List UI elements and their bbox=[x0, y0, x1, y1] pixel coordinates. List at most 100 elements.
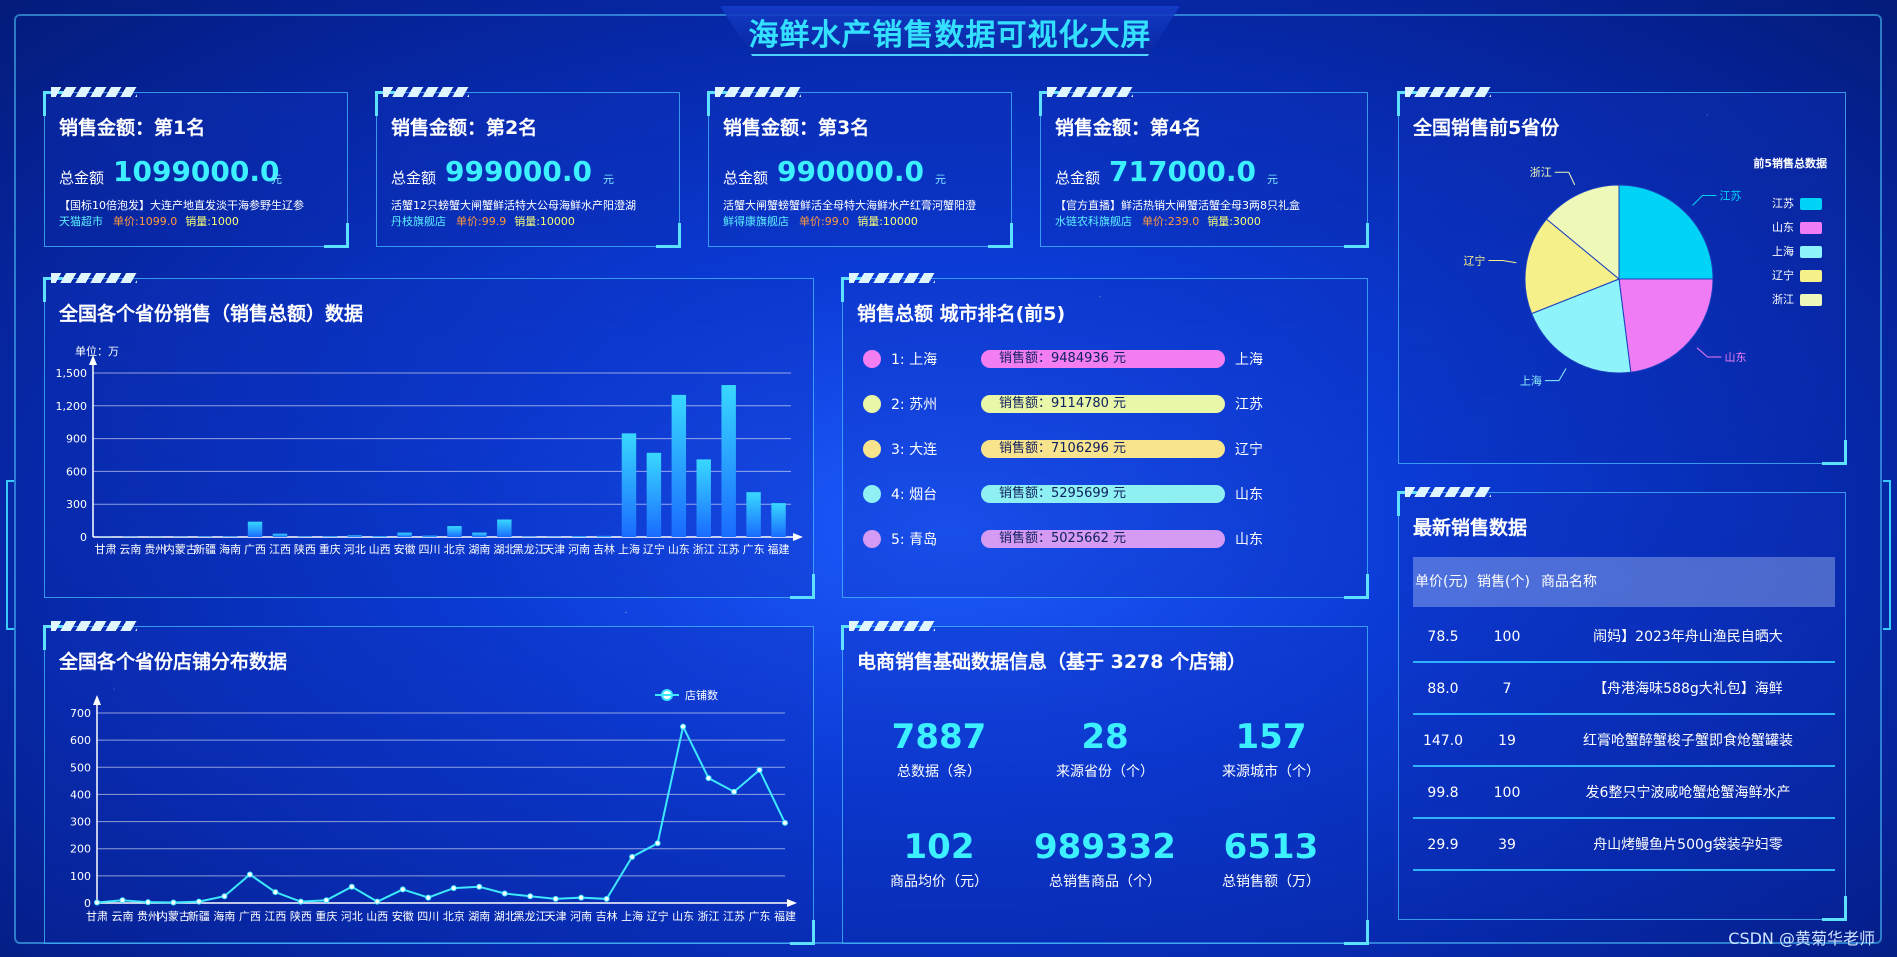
card-tab-decoration bbox=[51, 621, 137, 631]
line-point-湖南 bbox=[476, 883, 483, 890]
bar-y-tick: 1,200 bbox=[56, 400, 88, 413]
kpi-product: 活蟹12只螃蟹大闸蟹鲜活特大公母海鲜水产阳澄湖 bbox=[391, 199, 636, 212]
bar-y-tick: 300 bbox=[66, 498, 87, 511]
bar-陕西 bbox=[297, 536, 313, 537]
kpi-amount: 1099000.0 bbox=[113, 155, 280, 188]
stat-value: 989332 bbox=[1034, 827, 1176, 867]
kpi-price: 单价:99.0 bbox=[799, 215, 850, 228]
line-point-甘肃 bbox=[94, 899, 100, 906]
rank-province: 上海 bbox=[1235, 352, 1263, 368]
rank-province: 辽宁 bbox=[1235, 442, 1263, 458]
col-name: 商品名称 bbox=[1541, 574, 1597, 590]
bar-安徽 bbox=[397, 532, 412, 537]
rank-bar: 销售额：9114780 元 bbox=[981, 395, 1225, 413]
stat-total-records: 7887 总数据（条） bbox=[859, 717, 1019, 781]
kpi-volume: 销量:3000 bbox=[1207, 215, 1261, 228]
line-x-tick: 广西 bbox=[239, 910, 261, 923]
bar-x-tick: 湖南 bbox=[468, 543, 490, 556]
bar-海南 bbox=[222, 536, 238, 537]
line-x-tick: 重庆 bbox=[315, 909, 337, 923]
line-point-福建 bbox=[782, 819, 788, 826]
kpi-volume: 销量:10000 bbox=[857, 215, 918, 228]
stat-label: 总数据（条） bbox=[897, 764, 981, 780]
line-x-tick: 陕西 bbox=[290, 909, 312, 923]
rank-province: 山东 bbox=[1235, 532, 1263, 548]
kpi-unit: 元 bbox=[603, 173, 614, 186]
cell-price: 147.0 bbox=[1422, 733, 1464, 749]
rank-province: 江苏 bbox=[1235, 397, 1263, 413]
bar-湖南 bbox=[472, 532, 487, 537]
line-point-山东 bbox=[680, 723, 687, 730]
line-x-tick: 江西 bbox=[264, 910, 286, 923]
kpi-card-3: 销售金额：第3名 总金额 990000.0 元 活蟹大闸蟹螃蟹鲜活全母特大海鲜水… bbox=[707, 87, 1013, 248]
rank-city: 3: 大连 bbox=[891, 439, 937, 459]
kpi-card-1: 销售金额：第1名 总金额 1099000.0 元 【国标10倍泡发】大连产地直发… bbox=[43, 87, 349, 248]
kpi-card-2: 销售金额：第2名 总金额 999000.0 元 活蟹12只螃蟹大闸蟹鲜活特大公母… bbox=[375, 87, 681, 248]
line-point-河北 bbox=[348, 883, 355, 890]
bar-x-tick: 江西 bbox=[269, 543, 291, 556]
bar-y-tick: 0 bbox=[80, 531, 87, 544]
line-x-arrow bbox=[787, 899, 797, 907]
bar-x-tick: 辽宁 bbox=[643, 542, 665, 556]
line-point-新疆 bbox=[195, 898, 202, 905]
kpi-product: 【官方直播】鲜活热销大闸蟹活蟹全母3两8只礼盒 bbox=[1055, 199, 1300, 212]
bar-山东 bbox=[671, 394, 687, 537]
cell-name: 红膏呛蟹醉蟹梭子蟹即食炝蟹罐装 bbox=[1583, 733, 1793, 749]
line-y-arrow bbox=[93, 695, 101, 705]
line-y-tick: 400 bbox=[70, 788, 91, 801]
pie-label: 江苏 bbox=[1719, 190, 1741, 203]
line-point-辽宁 bbox=[654, 840, 661, 847]
pie-legend-label: 辽宁 bbox=[1772, 268, 1794, 282]
stat-avg-price: 102 商品均价（元） bbox=[859, 827, 1019, 891]
kpi-meta: 鲜得康旗舰店 单价:99.0 销量:10000 bbox=[723, 213, 918, 229]
line-point-江西 bbox=[272, 889, 279, 896]
rank-row-5: 5: 青岛 销售额：5025662 元 山东 bbox=[863, 527, 1283, 551]
bar-y-tick: 600 bbox=[66, 465, 87, 478]
pie-slice-上海 bbox=[1530, 278, 1632, 374]
line-x-tick: 内蒙古 bbox=[157, 909, 190, 923]
line-y-tick: 200 bbox=[70, 843, 91, 856]
line-point-陕西 bbox=[297, 898, 304, 905]
line-point-广西 bbox=[246, 871, 253, 878]
bar-江西 bbox=[272, 533, 288, 537]
bar-上海 bbox=[621, 433, 637, 537]
bar-x-tick: 浙江 bbox=[693, 543, 715, 556]
stat-value: 28 bbox=[1081, 717, 1129, 757]
card-tab-decoration bbox=[1405, 487, 1491, 497]
kpi-volume: 销量:10000 bbox=[514, 215, 575, 228]
line-x-tick: 山西 bbox=[366, 910, 388, 923]
line-point-广东 bbox=[756, 767, 763, 773]
line-point-重庆 bbox=[323, 897, 330, 904]
rank-city-name: 青岛 bbox=[909, 532, 938, 548]
line-x-tick: 浙江 bbox=[698, 910, 720, 923]
col-price: 单价(元) bbox=[1415, 574, 1468, 590]
line-point-湖北 bbox=[501, 890, 508, 897]
line-x-tick: 云南 bbox=[111, 910, 133, 923]
pie-legend-label: 山东 bbox=[1772, 221, 1794, 234]
rank-city: 5: 青岛 bbox=[891, 529, 937, 549]
line-x-tick: 湖南 bbox=[468, 910, 490, 923]
bar-y-tick: 900 bbox=[66, 433, 87, 446]
bar-x-tick: 安徽 bbox=[394, 542, 416, 556]
kpi-price: 单价:239.0 bbox=[1142, 215, 1200, 228]
bar-x-tick: 江苏 bbox=[718, 543, 740, 556]
rank-city: 4: 烟台 bbox=[891, 484, 937, 504]
right-side-decoration bbox=[1883, 480, 1891, 630]
line-x-tick: 湖北 bbox=[494, 910, 516, 923]
line-x-tick: 四川 bbox=[417, 910, 439, 923]
card-tab-decoration bbox=[1047, 87, 1133, 97]
stat-source-cities: 157 来源城市（个） bbox=[1191, 717, 1351, 781]
province-sales-panel: 全国各个省份销售（销售总额）数据 单位：万 0 300 600 900 1,200 1,5… bbox=[43, 273, 815, 599]
line-point-山西 bbox=[374, 898, 381, 905]
cell-qty: 100 bbox=[1493, 629, 1521, 645]
line-x-tick: 甘肃 bbox=[86, 910, 108, 923]
pie-legend-label: 浙江 bbox=[1772, 293, 1794, 306]
table-header: 单价(元) 销售(个) 商品名称 bbox=[1413, 557, 1835, 607]
line-x-tick: 山东 bbox=[672, 910, 694, 923]
kpi-shop: 天猫超市 bbox=[59, 215, 103, 228]
cell-name: 【舟港海味588g大礼包】海鲜 bbox=[1593, 681, 1783, 697]
kpi-meta: 丹枝旗舰店 单价:99.9 销量:10000 bbox=[391, 213, 575, 229]
rank-number: 1: bbox=[891, 352, 905, 368]
card-tab-decoration bbox=[51, 273, 137, 283]
bar-四川 bbox=[422, 535, 437, 537]
